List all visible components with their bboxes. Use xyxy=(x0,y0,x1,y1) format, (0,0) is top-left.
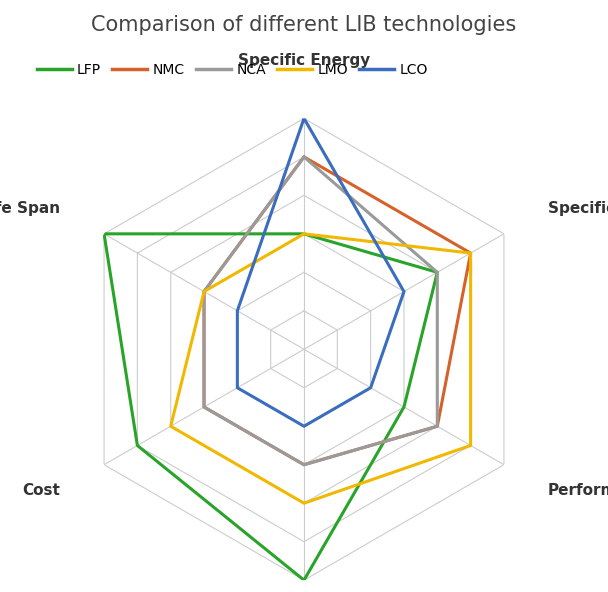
Text: Comparison of different LIB technologies: Comparison of different LIB technologies xyxy=(91,15,517,35)
Text: Performance: Performance xyxy=(548,482,608,498)
Text: Cost: Cost xyxy=(22,482,60,498)
Legend: LFP, NMC, NCA, LMO, LCO: LFP, NMC, NCA, LMO, LCO xyxy=(31,57,433,82)
Text: Specific Power: Specific Power xyxy=(548,201,608,216)
Text: Specific Energy: Specific Energy xyxy=(238,53,370,67)
Text: Life Span: Life Span xyxy=(0,201,60,216)
